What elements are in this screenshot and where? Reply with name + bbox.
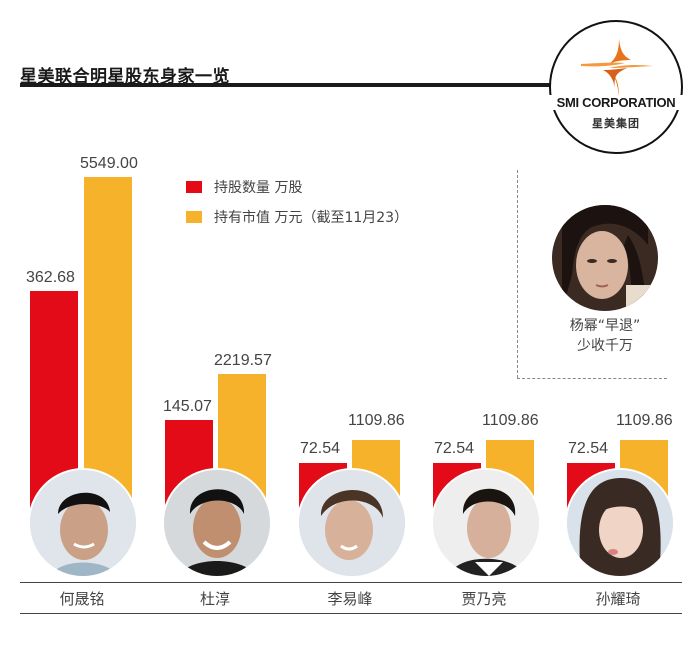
- person-name: 贾乃亮: [461, 590, 507, 608]
- title-underline: [20, 83, 550, 87]
- yang-mi-caption: 杨幂“早退” 少收千万: [540, 316, 670, 356]
- bar-value-label: 1109.86: [348, 412, 405, 429]
- sun-yaoqi-photo: [565, 468, 675, 578]
- bar-value-label: 5549.00: [80, 155, 138, 172]
- bar-value-label: 362.68: [26, 269, 75, 286]
- logo-english-name: SMI CORPORATION: [548, 95, 684, 110]
- person-name: 何晟铭: [59, 590, 105, 608]
- person-name: 李易峰: [327, 590, 373, 608]
- legend-swatch-red: [186, 181, 202, 193]
- logo-chinese-name: 星美集团: [592, 117, 640, 130]
- yang-mi-photo: [552, 205, 658, 311]
- page-title: 星美联合明星股东身家一览: [20, 67, 230, 87]
- bar-value-label: 72.54: [300, 440, 341, 457]
- dashed-divider-vertical: [517, 170, 518, 378]
- legend-item-shares: 持股数量 万股: [186, 172, 408, 202]
- bar-value-label: 72.54: [434, 440, 475, 457]
- jia-nailiang-photo: [431, 468, 541, 578]
- names-divider-top: [20, 582, 682, 583]
- legend-swatch-yellow: [186, 211, 202, 223]
- star-logo-icon: [581, 38, 653, 98]
- chart-legend: 持股数量 万股 持有市值 万元（截至11月23）: [186, 172, 408, 232]
- bar-value-he-shengming: [84, 177, 132, 521]
- bar-value-label: 1109.86: [482, 412, 539, 429]
- smi-logo: SMI CORPORATION 星美集团: [548, 20, 684, 154]
- legend-label: 持股数量 万股: [214, 180, 303, 196]
- du-chun-photo: [162, 468, 272, 578]
- bar-value-label: 72.54: [568, 440, 609, 457]
- bar-value-label: 1109.86: [616, 412, 673, 429]
- bar-value-label: 2219.57: [214, 352, 272, 369]
- names-divider-bottom: [20, 613, 682, 614]
- caption-line-2: 少收千万: [577, 338, 633, 354]
- person-name: 杜淳: [199, 590, 230, 608]
- li-yifeng-photo: [297, 468, 407, 578]
- person-name: 孙耀琦: [595, 590, 641, 608]
- he-shengming-photo: [28, 468, 138, 578]
- bar-value-label: 145.07: [163, 398, 212, 415]
- dashed-divider-horizontal: [517, 378, 667, 379]
- legend-item-value: 持有市值 万元（截至11月23）: [186, 202, 408, 232]
- caption-line-1: 杨幂“早退”: [569, 318, 641, 334]
- legend-label: 持有市值 万元（截至11月23）: [214, 210, 409, 226]
